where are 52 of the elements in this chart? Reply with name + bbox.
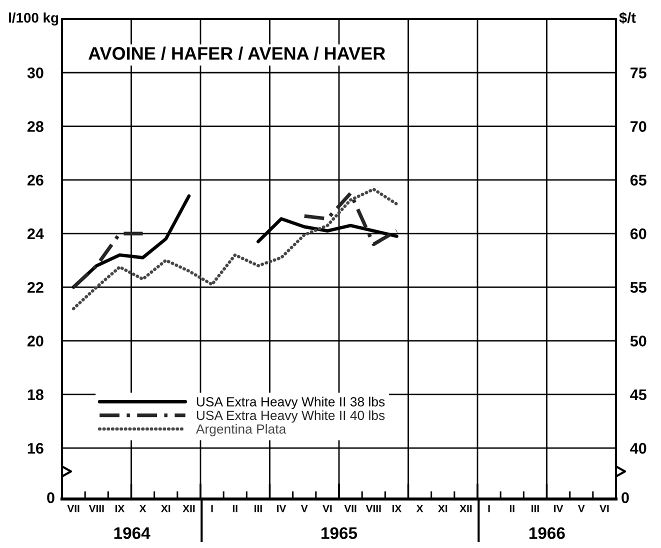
- text: 0: [47, 492, 54, 504]
- y-axis-title: l/100 kg: [9, 12, 58, 26]
- text: Argentina Plata: [196, 424, 286, 436]
- y-tick-label: 18: [28, 389, 44, 400]
- x-tick-label: VI: [600, 504, 609, 512]
- y2-tick-label: 50: [630, 336, 646, 346]
- text: AVOINE / HAFER / AVENA / HAVER: [88, 46, 386, 60]
- x-tick-label: XI: [438, 504, 448, 512]
- y-tick-label: 24: [27, 228, 44, 240]
- text: USA Extra Heavy White II 38 lbs: [196, 396, 385, 410]
- x-tick-label: X: [416, 504, 424, 512]
- x2-tick-label: 1964: [114, 527, 150, 540]
- y-tick-label: 16: [28, 442, 44, 454]
- y-tick-label: 22: [27, 282, 44, 293]
- y-tick-label: 30: [27, 68, 44, 78]
- line-series: [72, 188, 398, 310]
- x2-tick-label: 1965: [322, 527, 358, 540]
- x-tick-label: IV: [277, 504, 286, 512]
- y2-tick-label: 65: [630, 174, 646, 186]
- y2-tick-label: 55: [630, 282, 646, 293]
- x-tick-label: XI: [161, 504, 170, 512]
- x-tick-label: V: [578, 504, 585, 512]
- x-tick-label: II: [510, 504, 514, 512]
- x-tick-label: V: [300, 504, 308, 512]
- y2-tick-label: 60: [630, 228, 646, 240]
- x-tick-label: II: [232, 504, 238, 512]
- x-tick-label: XII: [182, 504, 195, 512]
- x-tick-label: XII: [460, 504, 472, 512]
- x-tick-label: III: [532, 504, 539, 512]
- y2-axis-title: $/t: [619, 12, 636, 24]
- x-tick-label: IV: [554, 504, 564, 512]
- x-tick-label: IX: [115, 504, 125, 512]
- x-tick-label: IX: [392, 504, 402, 512]
- y-tick-label: 26: [27, 174, 44, 186]
- text: USA Extra Heavy White II 40 lbs: [196, 410, 385, 423]
- x-tick-label: VII: [67, 504, 80, 512]
- x-tick-label: VI: [322, 504, 332, 512]
- y2-tick-label: 70: [630, 121, 646, 132]
- x-tick-label: III: [254, 504, 262, 512]
- x-tick-label: I: [211, 504, 213, 512]
- y-tick-label: 28: [27, 121, 44, 132]
- x2-tick-label: 1966: [529, 527, 565, 540]
- y-tick-label: 20: [27, 336, 44, 346]
- text: 0: [622, 492, 629, 504]
- x-tick-label: I: [488, 504, 490, 512]
- x-tick-label: VIII: [366, 504, 381, 512]
- y2-tick-label: 75: [630, 68, 646, 78]
- x-tick-label: VII: [344, 504, 356, 512]
- y2-tick-label: 45: [630, 389, 646, 400]
- x-tick-label: X: [139, 504, 146, 512]
- y2-tick-label: 40: [630, 442, 646, 454]
- x-tick-label: VIII: [88, 504, 104, 512]
